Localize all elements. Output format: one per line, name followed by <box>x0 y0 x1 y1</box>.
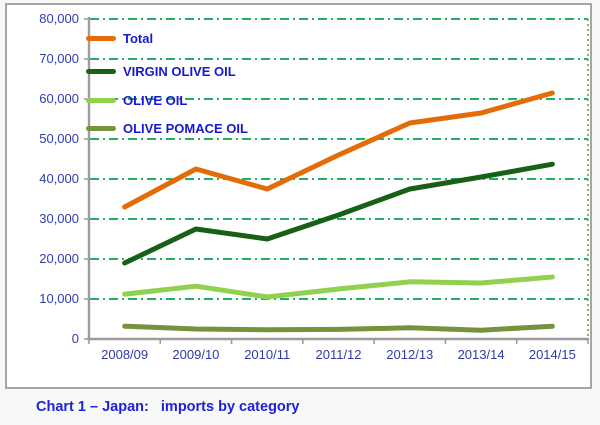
x-axis-tick-label: 2012/13 <box>386 347 434 362</box>
legend-swatch-total <box>86 35 116 41</box>
y-axis-tick-label: 80,000 <box>39 11 79 26</box>
x-axis-tick-label: 2014/15 <box>528 347 576 362</box>
plot-svg <box>84 17 589 344</box>
x-axis-tick-label: 2009/10 <box>172 347 220 362</box>
legend-swatch-olive-pomace-oil <box>86 125 116 131</box>
x-axis-tick-label: 2013/14 <box>457 347 505 362</box>
gridlines <box>90 18 588 300</box>
y-axis-ticks <box>84 18 90 340</box>
x-axis-ticks <box>88 339 589 344</box>
legend-label-virgin-olive-oil: VIRGIN OLIVE OIL <box>123 63 236 79</box>
series-line-olive-oil <box>122 274 555 300</box>
y-axis-tick-label: 30,000 <box>39 211 79 226</box>
series-line-virgin-olive-oil <box>122 161 555 266</box>
legend-label-olive-pomace-oil: OLIVE POMACE OIL <box>123 120 248 136</box>
x-axis-tick-label: 2008/09 <box>101 347 149 362</box>
legend-item-olive-oil: OLIVE OIL <box>86 92 187 108</box>
chart-area: 0 10,000 20,000 30,000 40,000 50,000 60,000 70,… <box>5 3 592 389</box>
legend-label-total: Total <box>123 30 154 46</box>
y-axis-tick-label: 60,000 <box>39 91 79 106</box>
chart-caption: Chart 1 – Japan: imports by category <box>36 399 300 415</box>
x-axis-tick-label: 2011/12 <box>315 347 362 362</box>
legend-item-olive-pomace-oil: OLIVE POMACE OIL <box>86 120 248 136</box>
y-axis-tick-label: 10,000 <box>39 291 79 306</box>
y-axis-tick-label: 40,000 <box>39 171 79 186</box>
legend-swatch-olive-oil <box>86 97 116 103</box>
y-axis-tick-label: 50,000 <box>39 131 79 146</box>
legend-swatch-virgin-olive-oil <box>86 68 116 74</box>
series-line-olive-pomace-oil <box>122 323 555 333</box>
y-axis-tick-label: 0 <box>71 331 79 346</box>
legend-label-olive-oil: OLIVE OIL <box>123 92 188 108</box>
x-axis-tick-label: 2010/11 <box>244 347 291 362</box>
legend-item-virgin-olive-oil: VIRGIN OLIVE OIL <box>86 63 236 79</box>
y-axis-tick-label: 20,000 <box>39 251 79 266</box>
y-axis-tick-label: 70,000 <box>39 51 79 66</box>
legend-item-total: Total <box>86 30 153 46</box>
series-line-total <box>122 90 555 210</box>
